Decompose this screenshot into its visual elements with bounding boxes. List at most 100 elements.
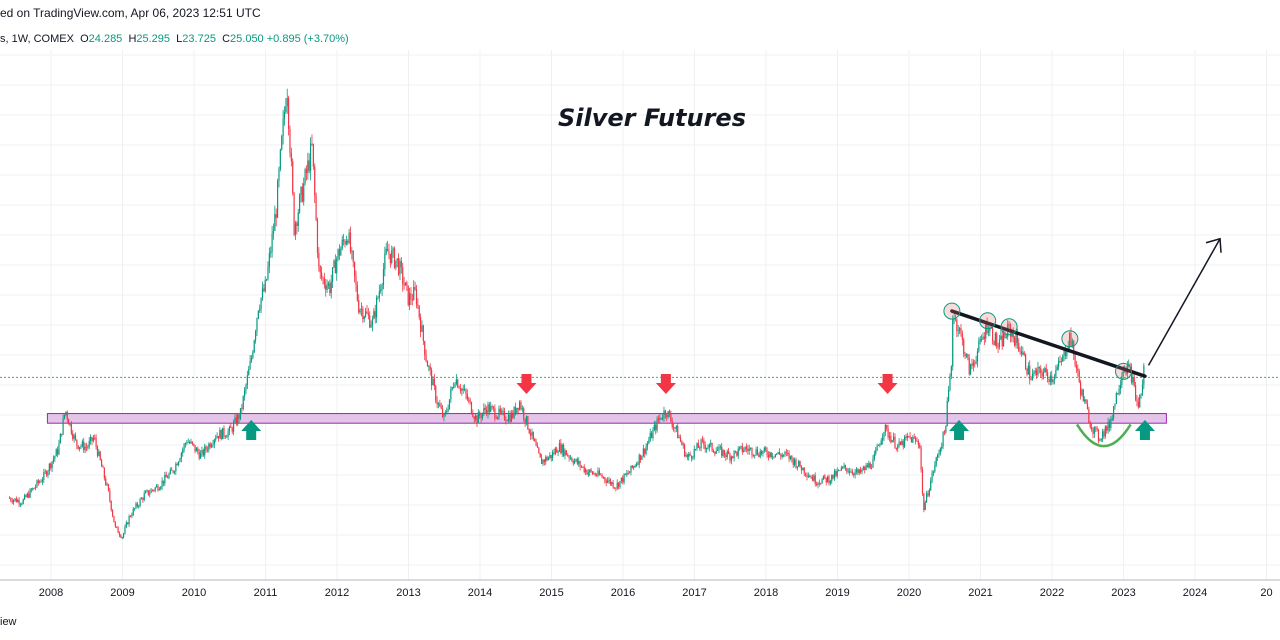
candle-down bbox=[230, 426, 232, 428]
candle-down bbox=[1117, 393, 1119, 395]
candle-up bbox=[1132, 377, 1134, 383]
candle-up bbox=[1141, 384, 1144, 394]
candle-up bbox=[19, 503, 22, 505]
candle-up bbox=[444, 412, 446, 415]
published-text: ed on TradingView.com, Apr 06, 2023 12:5… bbox=[0, 6, 261, 20]
candle-up bbox=[55, 449, 57, 457]
candle-down bbox=[644, 448, 646, 454]
candle-up bbox=[740, 445, 742, 447]
candle-up bbox=[1110, 419, 1112, 428]
candle-up bbox=[580, 466, 583, 468]
candle-up bbox=[653, 424, 655, 430]
candle-up bbox=[278, 169, 280, 182]
resistance-trendline bbox=[950, 309, 1147, 378]
candle-up bbox=[59, 433, 61, 444]
time-axis-tick-label: 2013 bbox=[396, 587, 420, 599]
candle-up bbox=[847, 471, 849, 473]
candle-up bbox=[497, 417, 499, 419]
candle-down bbox=[352, 250, 354, 262]
candle-down bbox=[725, 455, 727, 457]
candle-down bbox=[1018, 343, 1020, 351]
candle-down bbox=[1091, 426, 1093, 429]
candle-up bbox=[487, 404, 489, 415]
candle-up bbox=[131, 515, 133, 517]
candle-up bbox=[718, 446, 720, 451]
candle-down bbox=[325, 284, 327, 290]
candle-up bbox=[201, 449, 203, 454]
candle-up bbox=[949, 375, 951, 390]
resistance-touch-circle bbox=[979, 312, 997, 330]
candle-up bbox=[175, 463, 177, 472]
candle-up bbox=[656, 418, 658, 431]
time-axis-tick-label: 2018 bbox=[754, 587, 778, 599]
candle-down bbox=[601, 475, 603, 478]
candle-down bbox=[1108, 421, 1111, 428]
candle-up bbox=[69, 423, 71, 425]
candle-down bbox=[316, 219, 319, 254]
candle-up bbox=[124, 527, 126, 534]
candle-up bbox=[783, 454, 785, 456]
candle-down bbox=[960, 328, 962, 334]
candle-down bbox=[963, 339, 965, 355]
candle-up bbox=[62, 418, 64, 435]
candle-up bbox=[821, 479, 823, 484]
candle-up bbox=[682, 444, 684, 446]
low-value: 23.725 bbox=[182, 33, 216, 45]
candle-down bbox=[699, 447, 701, 449]
candle-down bbox=[116, 526, 118, 528]
candle-down bbox=[943, 431, 946, 433]
candle-up bbox=[722, 450, 724, 456]
candle-up bbox=[145, 491, 147, 494]
candle-down bbox=[954, 318, 957, 320]
candle-down bbox=[1092, 428, 1094, 434]
candle-up bbox=[611, 482, 613, 485]
candle-up bbox=[211, 445, 213, 448]
candle-up bbox=[58, 443, 60, 455]
candle-down bbox=[334, 260, 336, 274]
candle-down bbox=[1088, 409, 1090, 423]
candle-down bbox=[15, 498, 17, 503]
candle-up bbox=[330, 281, 332, 293]
candle-up bbox=[281, 136, 283, 150]
candle-up bbox=[252, 352, 254, 358]
candle-up bbox=[461, 388, 463, 391]
candle-down bbox=[586, 469, 588, 475]
candle-up bbox=[47, 471, 49, 476]
candle-up bbox=[1037, 366, 1039, 376]
candle-up bbox=[239, 408, 242, 419]
candle-up bbox=[730, 456, 732, 461]
candle-down bbox=[1080, 382, 1082, 396]
candle-down bbox=[425, 355, 427, 362]
candle-down bbox=[422, 325, 424, 342]
candle-down bbox=[766, 450, 768, 456]
candle-up bbox=[985, 323, 987, 339]
published-header: ed on TradingView.com, Apr 06, 2023 12:5… bbox=[0, 6, 261, 20]
candle-up bbox=[877, 445, 880, 447]
candle-down bbox=[1038, 366, 1040, 369]
candle-up bbox=[861, 469, 863, 473]
candle-down bbox=[1095, 427, 1097, 429]
candle-down bbox=[824, 475, 826, 478]
candle-down bbox=[429, 366, 431, 371]
candle-up bbox=[620, 477, 622, 481]
candle-up bbox=[446, 411, 448, 413]
candle-down bbox=[686, 454, 688, 458]
candle-up bbox=[267, 266, 269, 280]
candle-up bbox=[1044, 368, 1046, 373]
candle-up bbox=[706, 447, 708, 450]
candle-down bbox=[714, 452, 716, 454]
candle-down bbox=[99, 451, 101, 460]
candle-up bbox=[140, 498, 143, 500]
candle-down bbox=[439, 403, 441, 407]
candle-up bbox=[554, 448, 556, 454]
candle-down bbox=[605, 480, 607, 483]
candle-down bbox=[818, 482, 820, 484]
candle-up bbox=[1102, 431, 1104, 439]
candle-up bbox=[1062, 355, 1064, 362]
candle-up bbox=[248, 369, 250, 376]
candle-down bbox=[11, 500, 13, 503]
candle-up bbox=[876, 445, 878, 451]
candle-down bbox=[853, 473, 855, 475]
candle-up bbox=[501, 410, 503, 413]
